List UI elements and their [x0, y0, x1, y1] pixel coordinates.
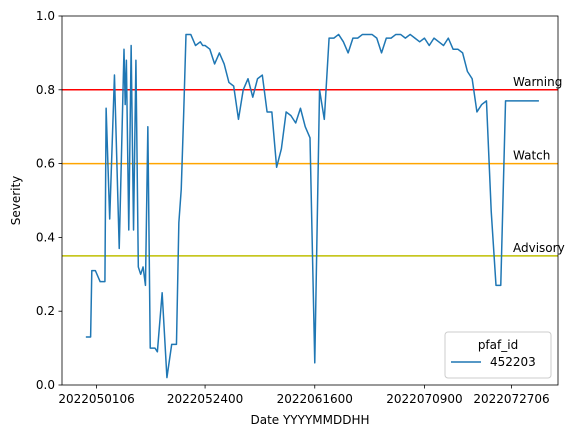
threshold-label-advisory: Advisory: [513, 241, 565, 255]
x-tick-label: 2022050106: [58, 392, 134, 406]
x-tick-label: 2022052400: [167, 392, 243, 406]
x-tick-label: 2022061600: [277, 392, 353, 406]
legend-entry-452203: 452203: [490, 355, 536, 369]
axes: 0.0 0.2 0.4 0.6 0.8 1.0 2022050106 2022052400 20…: [36, 9, 559, 406]
threshold-label-watch: Watch: [513, 149, 550, 163]
series-line-452203: [85, 33, 539, 379]
y-tick-label: 0.4: [36, 230, 55, 244]
x-axis-label: Date YYYYMMDDHH: [250, 413, 369, 427]
plot-frame: [61, 15, 559, 386]
y-axis-label: Severity: [9, 176, 23, 226]
series-lines: [85, 33, 539, 379]
x-tick-label: 2022070900: [386, 392, 462, 406]
y-tick-label: 0.6: [36, 157, 55, 171]
threshold-labels: Warning Watch Advisory: [513, 75, 565, 255]
legend[interactable]: pfaf_id 452203: [444, 331, 552, 379]
y-tick-label: 0.2: [36, 304, 55, 318]
y-tick-label: 1.0: [36, 9, 55, 23]
threshold-label-warning: Warning: [513, 75, 562, 89]
y-tick-label: 0.8: [36, 83, 55, 97]
x-tick-label: 2022072706: [473, 392, 549, 406]
legend-title: pfaf_id: [478, 338, 518, 352]
legend-box: [444, 331, 552, 379]
y-tick-label: 0.0: [36, 378, 55, 392]
